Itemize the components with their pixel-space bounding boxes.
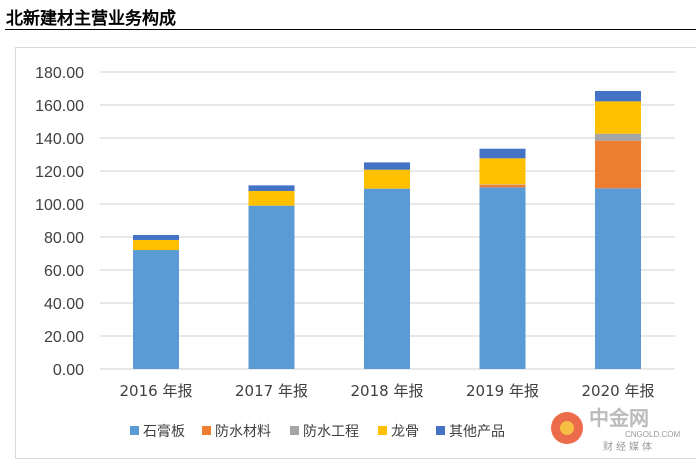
bar-segment-3 (595, 101, 641, 133)
x-tick-label: 2017 年报 (235, 382, 308, 400)
bar-segment-1 (480, 185, 526, 187)
y-tick-label: 80.00 (44, 230, 84, 247)
y-tick-label: 120.00 (35, 164, 84, 181)
legend-label: 防水材料 (215, 424, 271, 440)
bar-segment-0 (480, 187, 526, 369)
y-tick-label: 20.00 (44, 329, 84, 346)
bar-segment-3 (133, 240, 179, 250)
bar-segment-2 (595, 134, 641, 141)
bar-segment-4 (595, 91, 641, 101)
bar-segment-0 (595, 188, 641, 369)
y-tick-label: 60.00 (44, 263, 84, 280)
y-tick-label: 180.00 (35, 65, 84, 82)
svg-text:CNGOLD.COM: CNGOLD.COM (625, 430, 680, 439)
x-tick-label: 2016 年报 (120, 382, 193, 400)
legend-swatch (378, 426, 387, 435)
bar-segment-1 (595, 141, 641, 189)
bar-segment-4 (480, 149, 526, 159)
y-tick-label: 100.00 (35, 197, 84, 214)
y-tick-label: 40.00 (44, 296, 84, 313)
bar-segment-3 (364, 170, 410, 189)
svg-text:中金网: 中金网 (589, 406, 649, 430)
legend-swatch (130, 426, 139, 435)
legend-label: 龙骨 (391, 424, 419, 440)
svg-text:财经媒体: 财经媒体 (603, 440, 655, 453)
x-tick-label: 2020 年报 (582, 382, 655, 400)
bar-segment-3 (249, 191, 295, 206)
legend-swatch (290, 426, 299, 435)
bar-segment-0 (133, 250, 179, 369)
legend-label: 其他产品 (449, 424, 505, 440)
bar-segment-4 (249, 185, 295, 191)
y-tick-label: 0.00 (53, 362, 84, 379)
bar-segment-4 (133, 235, 179, 240)
x-tick-label: 2019 年报 (466, 382, 539, 400)
bar-segment-3 (480, 158, 526, 184)
bar-segment-0 (364, 189, 410, 369)
y-tick-label: 140.00 (35, 131, 84, 148)
legend-swatch (436, 426, 445, 435)
legend-swatch (202, 426, 211, 435)
x-tick-label: 2018 年报 (351, 382, 424, 400)
legend-label: 石膏板 (143, 423, 185, 440)
bar-segment-0 (249, 206, 295, 369)
legend-label: 防水工程 (303, 424, 359, 440)
watermark-logo: 中金网 CNGOLD.COM 财经媒体 (545, 404, 696, 453)
y-tick-label: 160.00 (35, 98, 84, 115)
bar-segment-4 (364, 162, 410, 169)
